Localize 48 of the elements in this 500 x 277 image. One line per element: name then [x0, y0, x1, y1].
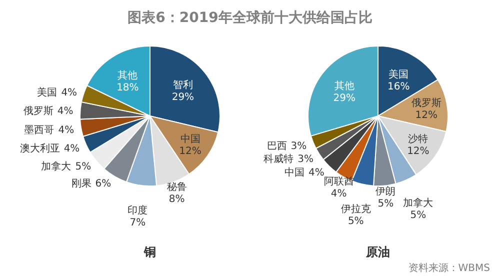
data-label: 4% — [57, 106, 74, 118]
slice-label: 科威特 — [264, 153, 294, 166]
slice-label: 印度 — [128, 204, 148, 217]
data-label: 3% — [298, 154, 314, 166]
slice-label: 美国 — [388, 68, 409, 80]
data-label: 5% — [378, 198, 394, 210]
data-label: 4% — [330, 188, 347, 200]
data-label: 4% — [308, 167, 324, 178]
data-label: 5% — [348, 216, 364, 227]
slice-label: 俄罗斯 — [23, 105, 54, 118]
slice-label: 伊拉克 — [340, 202, 371, 215]
data-label: 6% — [95, 178, 112, 190]
data-label: 29% — [333, 92, 356, 104]
slice-label: 美国 — [37, 86, 58, 98]
data-label: 4% — [61, 87, 78, 98]
data-label: 29% — [172, 92, 194, 103]
data-label: 12% — [415, 110, 438, 122]
text: 铜 — [143, 245, 156, 259]
slice-label: 其他 — [118, 69, 138, 82]
data-label: 4% — [58, 125, 74, 136]
data-label: 8% — [168, 194, 185, 206]
data-label: 12% — [407, 146, 430, 158]
data-label: 16% — [387, 81, 410, 92]
slice-label: 秘鲁 — [166, 181, 187, 194]
slice-label: 其他 — [334, 80, 354, 92]
slice-label: 智利 — [172, 78, 193, 91]
slice-label: 加拿大 — [403, 196, 434, 209]
data-label: 12% — [179, 146, 202, 157]
slice-label: 中国 — [284, 166, 305, 178]
slice-label: 俄罗斯 — [411, 97, 442, 110]
slice-label: 巴西 — [266, 140, 287, 152]
text: 图表6：2019年全球前十大供给国占比 — [128, 10, 372, 26]
slice-label: 墨西哥 — [24, 125, 54, 136]
data-label: 3% — [290, 140, 307, 152]
text: 资料来源：WBMS — [408, 262, 490, 274]
slice-label: 沙特 — [408, 133, 428, 146]
text: 原油 — [365, 245, 390, 259]
slice-label: 澳大利亚 — [20, 142, 60, 154]
slice-label: 阿联酋 — [324, 176, 354, 188]
data-label: 5% — [410, 210, 426, 221]
data-label: 18% — [116, 82, 139, 94]
data-label: 4% — [64, 143, 80, 154]
slice-label: 加拿大 — [41, 160, 72, 173]
data-label: 5% — [75, 162, 92, 173]
slice-label: 中国 — [180, 132, 200, 145]
slice-label: 伊朗 — [376, 185, 396, 198]
slice-label: 刚果 — [71, 178, 92, 190]
data-label: 7% — [130, 218, 146, 229]
